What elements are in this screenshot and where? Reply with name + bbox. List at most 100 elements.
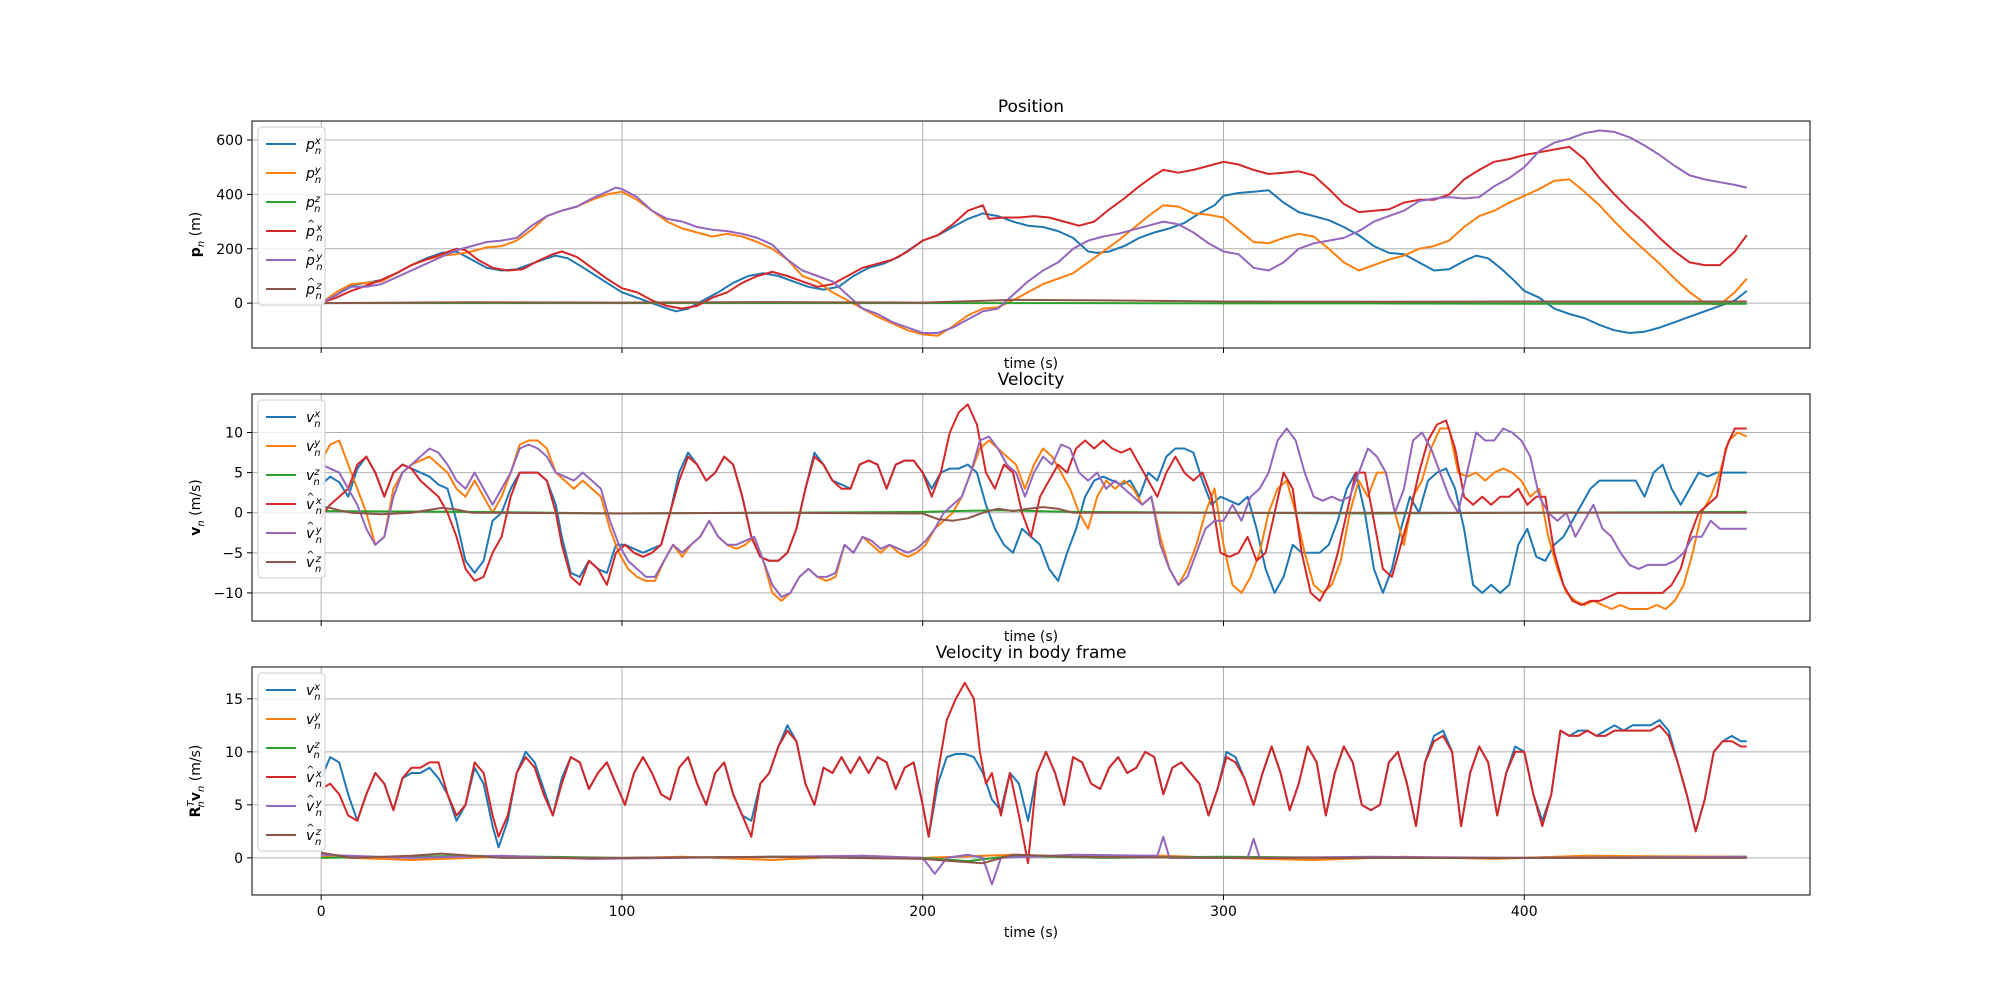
y-tick-label: 5 bbox=[234, 466, 243, 482]
legend-label-sup: y bbox=[313, 438, 321, 449]
series-group bbox=[320, 681, 1747, 886]
legend-label-sub: n bbox=[316, 291, 322, 302]
series-line-6 bbox=[321, 851, 1747, 865]
y-axis-label-part: n bbox=[196, 786, 207, 792]
y-tick-label: 10 bbox=[225, 426, 243, 442]
x-tick-label: 200 bbox=[909, 904, 936, 920]
legend-label: px n bbox=[305, 136, 321, 157]
y-axis-label-part: v bbox=[188, 792, 204, 801]
legend-label-sub: n bbox=[314, 721, 320, 732]
legend-label-sup: x bbox=[313, 409, 320, 420]
y-axis-label-part: T bbox=[186, 800, 197, 807]
legend-label-hat: ^ bbox=[307, 219, 315, 230]
series-line-2 bbox=[320, 178, 1748, 337]
legend-label-sup: z bbox=[315, 281, 322, 292]
legend-label: p^z n bbox=[305, 277, 322, 302]
y-tick-label: 10 bbox=[225, 745, 243, 761]
legend-label-hat: ^ bbox=[307, 248, 315, 259]
series-line-4 bbox=[320, 145, 1748, 310]
y-tick-label: −10 bbox=[213, 586, 243, 602]
legend-label: v^z n bbox=[306, 823, 322, 848]
series-group bbox=[320, 129, 1748, 337]
y-axis-label: pn (m) bbox=[188, 212, 207, 257]
series-group bbox=[320, 403, 1748, 610]
legend-label-base: v bbox=[306, 410, 315, 426]
legend-label-hat: ^ bbox=[306, 492, 314, 503]
legend-label-base: v bbox=[306, 741, 315, 757]
legend-label-base: v bbox=[306, 799, 315, 815]
legend-label: vx n bbox=[306, 409, 321, 430]
legend-label-sub: n bbox=[314, 750, 320, 761]
legend-label-sub: n bbox=[315, 146, 321, 157]
chart-title: Position bbox=[998, 97, 1064, 117]
y-tick-label: 15 bbox=[225, 692, 243, 708]
legend: vx nvy nvz nv^x nv^y nv^z n bbox=[257, 399, 326, 579]
series-line-6 bbox=[321, 298, 1747, 305]
legend-label-base: p bbox=[305, 224, 315, 240]
legend-label-sup: x bbox=[315, 769, 322, 780]
legend: px npy npz np^x np^y np^z n bbox=[257, 126, 326, 306]
legend-label-sub: n bbox=[314, 692, 320, 703]
legend-label-sup: z bbox=[313, 740, 320, 751]
legend-label-sup: x bbox=[314, 136, 321, 147]
legend-label-sup: z bbox=[315, 554, 322, 565]
series-line-1 bbox=[320, 189, 1748, 334]
legend-label-base: v bbox=[306, 683, 315, 699]
legend-label-sub: n bbox=[316, 808, 322, 819]
legend-label-sub: n bbox=[316, 779, 322, 790]
legend-label-hat: ^ bbox=[306, 765, 314, 776]
legend-label-sub: n bbox=[315, 564, 321, 575]
legend-label-hat: ^ bbox=[306, 794, 314, 805]
y-axis-label-part: n bbox=[196, 241, 207, 247]
y-axis-label-part: (m/s) bbox=[188, 745, 204, 786]
x-tick-label: 0 bbox=[317, 904, 326, 920]
legend-label: py n bbox=[305, 165, 322, 186]
legend-label-sub: n bbox=[316, 535, 322, 546]
legend-label-sup: z bbox=[314, 194, 321, 205]
y-tick-label: 400 bbox=[216, 187, 243, 203]
y-tick-label: 5 bbox=[234, 798, 243, 814]
legend-label-sub: n bbox=[315, 837, 321, 848]
legend-label-base: v bbox=[306, 712, 315, 728]
y-axis-label-part: n bbox=[196, 801, 207, 807]
y-tick-label: −5 bbox=[222, 546, 243, 562]
legend-label-base: p bbox=[305, 253, 315, 269]
legend-label-sup: y bbox=[315, 798, 323, 809]
y-axis-label-part: (m/s) bbox=[188, 479, 204, 520]
legend-label-base: p bbox=[305, 137, 315, 153]
legend-label-sub: n bbox=[314, 419, 320, 430]
legend-label-sup: z bbox=[315, 827, 322, 838]
subplot-3: 0 100 200 300 400 0 5 10 15 Velocity in body fram… bbox=[186, 643, 1811, 941]
legend-label-sup: y bbox=[314, 165, 322, 176]
chart-title: Velocity bbox=[998, 370, 1065, 390]
legend-label-sub: n bbox=[316, 233, 322, 244]
legend-label-sup: x bbox=[313, 682, 320, 693]
x-axis-label: time (s) bbox=[1004, 925, 1058, 941]
legend-label-sub: n bbox=[316, 506, 322, 517]
series-line-6 bbox=[321, 505, 1747, 522]
legend-label-sup: z bbox=[313, 467, 320, 478]
y-axis-label-part: (m) bbox=[188, 212, 204, 241]
x-tick-label: 300 bbox=[1210, 904, 1237, 920]
legend-label-base: v bbox=[306, 526, 315, 542]
legend-label-base: p bbox=[305, 282, 315, 298]
series-line-4 bbox=[320, 403, 1747, 606]
x-axis-label: time (s) bbox=[1004, 356, 1058, 372]
legend-label-base: v bbox=[306, 439, 315, 455]
legend-label-base: v bbox=[306, 468, 315, 484]
axes-frame bbox=[251, 666, 1811, 896]
legend-label-sup: x bbox=[315, 496, 322, 507]
legend-label-sub: n bbox=[316, 262, 322, 273]
legend-label-sup: y bbox=[315, 525, 323, 536]
chart-title: Velocity in body frame bbox=[936, 643, 1127, 663]
y-tick-label: 0 bbox=[234, 851, 243, 867]
x-tick-label: 100 bbox=[609, 904, 636, 920]
legend-label-sub: n bbox=[314, 204, 320, 215]
legend-label: v^x n bbox=[306, 492, 322, 517]
legend-label: vx n bbox=[306, 682, 321, 703]
y-axis-label: RTnvn (m/s) bbox=[186, 745, 207, 818]
legend-label-base: v bbox=[306, 828, 315, 844]
legend-label-sup: y bbox=[313, 711, 321, 722]
legend-label: vy n bbox=[306, 711, 321, 732]
